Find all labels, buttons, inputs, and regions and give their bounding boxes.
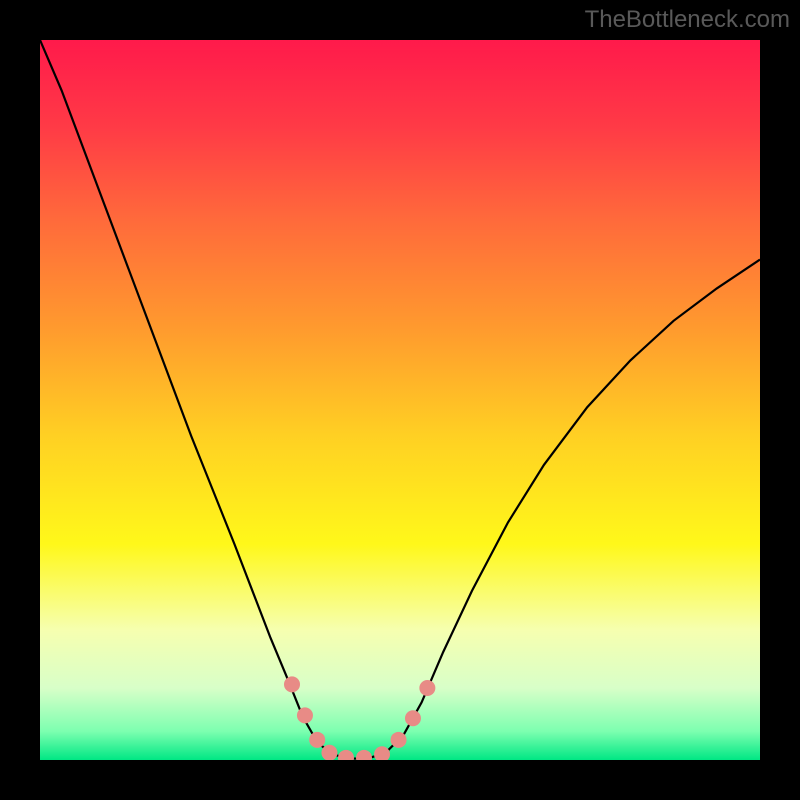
curve-layer [40,40,760,760]
chart-frame: TheBottleneck.com [0,0,800,800]
apex-marker [405,710,421,726]
apex-markers-group [284,676,435,760]
apex-marker [374,746,390,760]
apex-marker [338,750,354,760]
watermark-text: TheBottleneck.com [585,6,790,34]
bottleneck-curve [40,40,760,759]
apex-marker [309,732,325,748]
apex-marker [391,732,407,748]
apex-marker [356,750,372,760]
apex-marker [284,676,300,692]
plot-area [40,40,760,760]
apex-marker [419,680,435,696]
apex-marker [297,707,313,723]
